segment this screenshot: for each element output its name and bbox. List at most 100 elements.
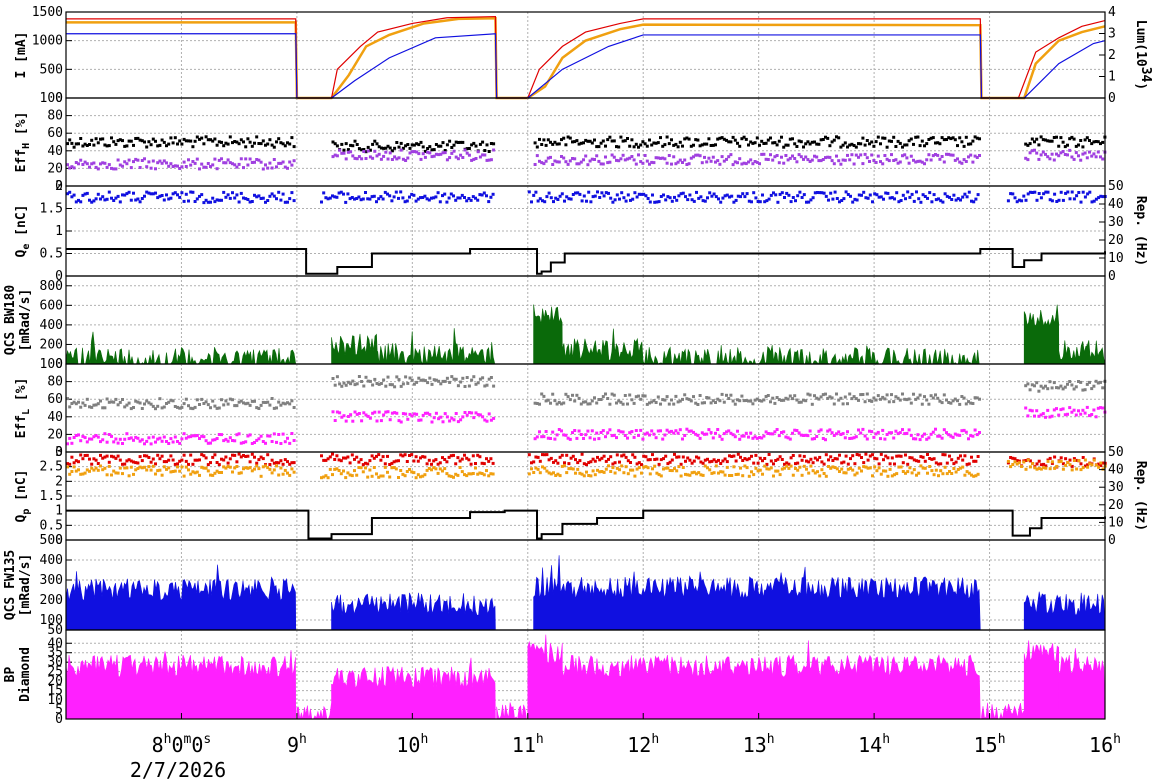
series-point-orange: [613, 471, 617, 475]
series-point-black: [92, 143, 96, 147]
series-point-red: [631, 453, 635, 457]
series-point-purple: [927, 153, 931, 157]
series-point-magenta: [1048, 415, 1052, 419]
series-point-black: [342, 148, 346, 152]
series-point-blue: [589, 200, 593, 204]
series-area-green: [1058, 340, 1106, 365]
series-point-purple: [535, 154, 539, 158]
series-point-blue: [805, 200, 808, 204]
series-point-blue: [717, 197, 720, 201]
series-point-blue: [74, 200, 78, 204]
series-point-blue: [675, 198, 679, 202]
series-point-orange: [890, 474, 894, 478]
series-point-gray: [672, 402, 676, 406]
series-point-black: [426, 147, 430, 150]
series-point-purple: [1055, 152, 1058, 156]
series-point-orange: [769, 466, 773, 470]
series-point-gray: [1079, 380, 1083, 384]
series-point-purple: [753, 160, 757, 163]
series-point-gray: [755, 397, 759, 401]
series-point-purple: [228, 161, 232, 165]
series-point-gray: [357, 375, 361, 378]
series-point-red: [250, 452, 254, 456]
series-point-red: [769, 459, 773, 463]
y-tick-label: 0: [55, 269, 63, 284]
series-point-magenta: [786, 436, 790, 440]
series-point-blue: [1042, 192, 1046, 196]
series-point-purple: [96, 167, 100, 171]
series-point-gray: [876, 394, 880, 398]
series-point-red: [156, 453, 160, 457]
series-point-black: [969, 142, 973, 146]
series-point-black: [77, 142, 80, 146]
series-point-blue: [355, 197, 359, 200]
series-point-orange: [549, 472, 553, 476]
series-point-blue: [147, 191, 151, 195]
series-point-magenta: [110, 434, 113, 438]
series-point-red: [791, 454, 795, 457]
series-point-red: [456, 456, 460, 460]
series-point-blue: [239, 191, 243, 195]
series-point-blue: [1006, 199, 1010, 203]
series-point-purple: [817, 159, 821, 163]
series-point-gray: [412, 382, 416, 386]
series-point-black: [79, 137, 83, 140]
series-point-magenta: [261, 440, 265, 443]
series-point-magenta: [138, 439, 142, 443]
series-point-purple: [551, 163, 555, 166]
series-point-red: [257, 458, 261, 462]
series-point-red: [79, 453, 83, 457]
series-point-purple: [250, 161, 254, 164]
series-point-gray: [784, 396, 788, 400]
series-point-black: [1050, 139, 1054, 143]
series-point-black: [184, 139, 188, 143]
series-point-orange: [699, 473, 703, 477]
series-point-magenta: [268, 434, 272, 438]
series-point-purple: [110, 166, 113, 170]
series-point-purple: [544, 159, 548, 163]
series-point-red: [162, 460, 166, 464]
series-point-magenta: [749, 431, 753, 435]
series-point-blue: [864, 196, 868, 200]
series-point-gray: [1066, 382, 1069, 386]
series-point-blue: [394, 190, 398, 194]
series-point-orange: [182, 474, 186, 478]
series-point-black: [366, 145, 370, 149]
series-point-gray: [1092, 384, 1096, 388]
series-point-gray: [689, 399, 693, 403]
series-point-black: [967, 142, 970, 146]
series-point-purple: [478, 155, 482, 159]
series-point-red: [331, 452, 334, 456]
series-point-purple: [448, 156, 452, 160]
series-point-magenta: [1033, 414, 1036, 418]
series-point-black: [755, 136, 759, 140]
series-point-black: [237, 142, 241, 146]
series-point-purple: [654, 156, 658, 160]
series-point-blue: [480, 193, 484, 197]
series-point-gray: [399, 384, 403, 388]
series-point-red: [917, 459, 921, 463]
series-point-orange: [123, 466, 127, 470]
series-point-purple: [290, 163, 294, 167]
series-point-black: [632, 145, 636, 149]
series-point-black: [277, 137, 281, 141]
series-point-blue: [257, 194, 261, 198]
series-point-magenta: [275, 440, 278, 444]
series-point-purple: [388, 151, 392, 155]
series-point-red: [800, 458, 804, 462]
series-point-orange: [813, 471, 817, 475]
series-point-purple: [903, 153, 907, 157]
series-point-purple: [887, 159, 891, 163]
series-point-gray: [94, 403, 98, 407]
series-point-magenta: [1066, 412, 1069, 416]
series-point-orange: [655, 471, 659, 475]
series-point-red: [864, 452, 868, 456]
series-point-red: [829, 455, 833, 459]
y-tick-label: 200: [40, 337, 63, 352]
series-point-magenta: [368, 416, 372, 420]
series-line-orange: [66, 17, 1106, 100]
series-point-blue: [112, 199, 116, 202]
series-point-magenta: [344, 419, 348, 423]
series-point-red: [401, 454, 405, 458]
series-point-black: [246, 137, 250, 141]
